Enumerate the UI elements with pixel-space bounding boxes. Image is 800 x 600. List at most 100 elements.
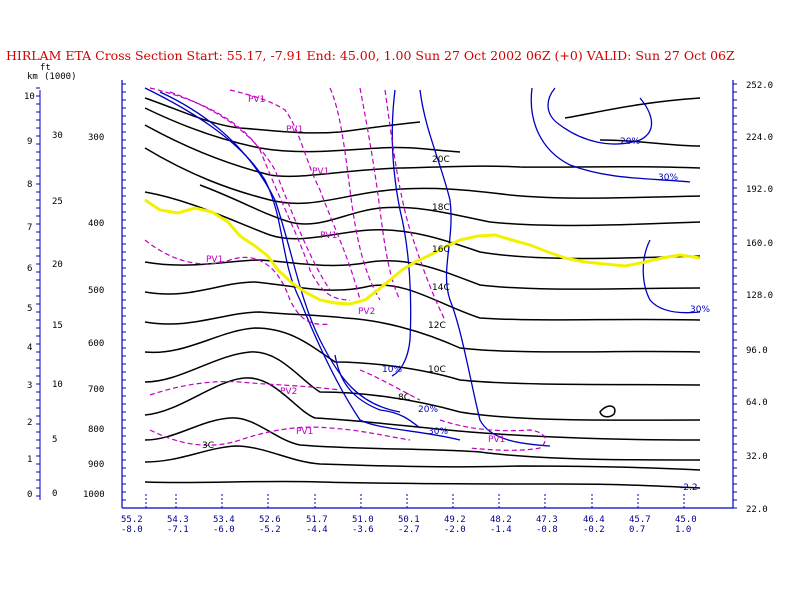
lon-label: 1.0 [675,525,691,535]
lon-label: -4.4 [306,525,328,535]
pv-line [439,419,546,451]
pv-label: PV2 [280,387,297,397]
lon-label: -0.8 [536,525,558,535]
pv-line [144,239,331,325]
humidity-line [391,89,412,377]
isotherm-line [564,97,701,119]
pressure-tick: 400 [88,219,104,229]
pv-line [359,87,401,301]
isotherm-line [144,351,701,421]
pv-label: PV1 [248,95,265,105]
pv-line [384,89,446,321]
axis-ticks [36,83,737,509]
lon-label: -5.2 [259,525,281,535]
isotherm-label: 10C [428,365,446,375]
isotherm-label: 14C [432,283,450,293]
bottom-axis: 55.2 -8.0 54.3 -7.1 53.4 -6.0 52.6 -5.2 … [121,494,697,535]
pressure-tick: 800 [88,425,104,435]
right-tick: 32.0 [746,452,768,462]
isotherm-line [144,259,701,290]
isotherm-line [144,377,701,441]
lon-label: -1.4 [490,525,512,535]
isotherm-line [599,139,701,147]
pv-label: PV2 [358,307,375,317]
kft-unit-label: (1000) [44,72,77,82]
lat-label: 51.7 [306,515,328,525]
right-tick: 192.0 [746,185,773,195]
isotherm-line [144,147,701,205]
isotherm-label: 18C [432,203,450,213]
lat-label: 52.6 [259,515,281,525]
right-tick: 224.0 [746,133,773,143]
km-tick: 2 [27,418,32,428]
lat-label: 45.7 [629,515,651,525]
right-tick: 160.0 [746,239,773,249]
km-tick: 4 [27,343,32,353]
isotherm-label: 20C [432,155,450,165]
km-tick: 6 [27,264,32,274]
lat-label: 48.2 [490,515,512,525]
isotherm-label: 12C [428,321,446,331]
pressure-tick: 700 [88,385,104,395]
lat-label: 51.0 [352,515,374,525]
humidity-label: 30% [428,427,448,437]
lon-label: -2.7 [398,525,420,535]
lat-label: 55.2 [121,515,143,525]
humidity-label: 30% [690,305,710,315]
lon-label: -6.0 [213,525,235,535]
lon-label: -8.0 [121,525,143,535]
isotherm-line [144,480,701,489]
pressure-tick: 600 [88,339,104,349]
km-tick: 9 [27,137,32,147]
isotherm-line [144,417,701,461]
humidity-line [159,91,401,413]
kft-tick: 5 [52,435,57,445]
pv-line [229,89,361,301]
lon-label: 0.7 [629,525,645,535]
isotherm-line [144,124,701,178]
right-tick: 22.0 [746,505,768,515]
pressure-tick: 300 [88,133,104,143]
chart-title: HIRLAM ETA Cross Section Start: 55.17, -… [6,48,735,63]
lat-label: 45.0 [675,515,697,525]
isotherm-line [144,445,701,471]
pv-label: PV1 [320,231,337,241]
isotherm-line [144,97,421,134]
lat-label: 54.3 [167,515,189,525]
humidity-lines [144,87,701,447]
lat-label: 49.2 [444,515,466,525]
right-tick: 64.0 [746,398,768,408]
isotherm-line [199,184,701,227]
right-axis: 252.0 224.0 192.0 160.0 128.0 96.0 64.0 … [746,81,773,515]
ft-unit-label: ft [40,63,51,73]
humidity-label: 10% [382,365,402,375]
pv-label: PV1 [312,167,329,177]
kft-tick: 10 [52,380,63,390]
humidity-label: 30% [658,173,678,183]
isotherm-line [144,281,701,321]
pressure-tick: 1000 [83,490,105,500]
humidity-line [547,87,653,145]
pv-lines [144,87,546,451]
isotherm-line [144,327,701,386]
pv-line [149,426,411,446]
humidity-label: 20% [620,137,640,147]
pv-line [359,369,421,401]
humidity-line [530,87,691,183]
lon-label: -3.6 [352,525,374,535]
kft-tick: 30 [52,131,63,141]
humidity-line [419,89,551,447]
km-tick: 8 [27,180,32,190]
pv-line [329,87,381,301]
km-tick: 1 [27,455,32,465]
humidity-line [642,239,701,314]
pv-label: PV1 [296,427,313,437]
km-unit-label: km [27,72,38,82]
lat-label: 46.4 [583,515,605,525]
lon-label: -0.2 [583,525,605,535]
tropopause-line [144,198,701,306]
kft-tick: 20 [52,260,63,270]
pv-line [149,87,351,301]
isotherm-lines [144,97,701,489]
